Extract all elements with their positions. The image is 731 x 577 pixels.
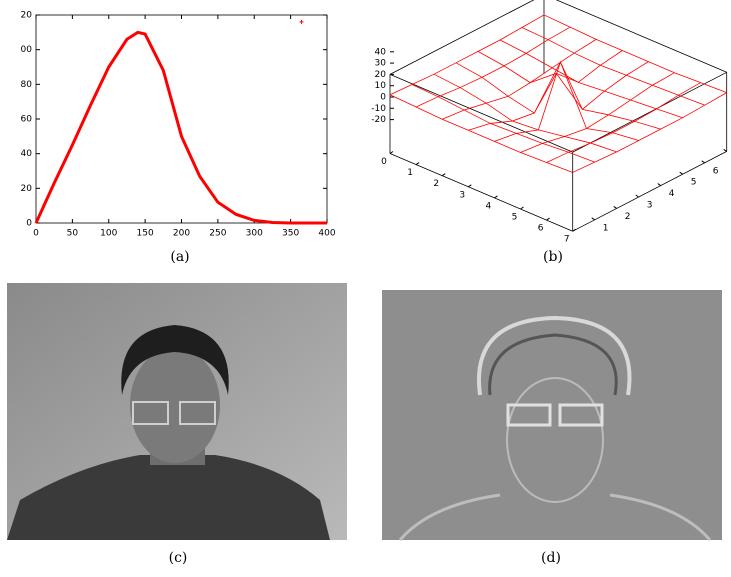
x-tick-label: 0 [33, 229, 39, 239]
caption: (a) [170, 249, 189, 265]
x-tick-label: 400 [318, 229, 335, 239]
x-tick [442, 174, 445, 176]
surface-line [494, 62, 648, 142]
x-tick [521, 207, 524, 209]
y-tick-label: 2 [625, 212, 631, 222]
y-tick-label: 20 [21, 184, 33, 194]
surface-line [390, 15, 544, 95]
x-tick [468, 185, 471, 187]
y-tick [614, 206, 617, 208]
y-tick-label: 4 [669, 189, 675, 199]
y-tick [702, 161, 705, 163]
data-point [300, 20, 304, 24]
y-tick [636, 195, 639, 197]
box-edge [390, 0, 544, 74]
box-edge [544, 0, 727, 72]
z-tick-label: -20 [371, 115, 386, 125]
z-tick-label: 10 [375, 81, 387, 91]
caption: (b) [543, 249, 563, 265]
y-tick [680, 172, 683, 174]
x-tick-label: 7 [564, 235, 570, 245]
z-tick-label: 40 [375, 47, 387, 57]
y-tick-label: 40 [21, 149, 33, 159]
y-tick-label: 20 [21, 11, 33, 21]
x-tick [547, 218, 550, 220]
box-edge [573, 151, 727, 231]
figure: (a) (b) (c) (d) 020406080002005010015020… [0, 0, 731, 573]
plot-frame [36, 15, 327, 223]
y-tick [724, 149, 727, 151]
x-tick-label: 0 [381, 157, 387, 167]
x-tick-label: 6 [538, 224, 544, 234]
x-tick-label: 5 [512, 213, 518, 223]
x-tick-label: 50 [67, 229, 79, 239]
y-tick-label: 1 [603, 223, 609, 233]
y-tick [592, 218, 595, 220]
z-tick-label: 20 [375, 70, 387, 80]
z-tick-label: -10 [371, 104, 386, 114]
surface-line [500, 40, 683, 118]
z-tick-label: 0 [380, 93, 386, 103]
surface-line [544, 15, 727, 93]
page: (a) (b) (c) (d) 020406080002005010015020… [0, 0, 731, 577]
y-tick-label: 00 [21, 45, 33, 55]
x-tick-label: 200 [173, 229, 190, 239]
x-tick [390, 152, 393, 154]
caption: (d) [541, 550, 561, 566]
photo-d [382, 290, 722, 540]
surface-line [468, 51, 622, 131]
z-tick-label: 30 [375, 59, 387, 69]
x-tick-label: 4 [486, 201, 492, 211]
x-tick-label: 2 [433, 179, 439, 189]
photo-c [7, 283, 347, 540]
x-tick [416, 163, 419, 165]
x-tick-label: 100 [100, 229, 117, 239]
y-tick-label: 5 [691, 178, 697, 188]
y-tick [658, 184, 661, 186]
x-tick-label: 1 [407, 168, 413, 178]
y-tick-label: 60 [21, 115, 33, 125]
y-tick-label: 3 [647, 201, 653, 211]
x-tick-label: 250 [209, 229, 226, 239]
surface-line [478, 51, 661, 129]
x-tick-label: 350 [282, 229, 299, 239]
caption: (c) [169, 550, 188, 566]
x-tick-label: 300 [246, 229, 263, 239]
data-line [36, 32, 327, 223]
y-tick-label: 0 [26, 219, 32, 229]
x-tick-label: 3 [459, 190, 465, 200]
box-edge [390, 154, 573, 232]
x-tick [494, 196, 497, 198]
y-tick-label: 6 [713, 166, 719, 176]
y-tick-label: 80 [21, 80, 33, 90]
x-tick-label: 150 [137, 229, 154, 239]
box-edge [390, 74, 573, 152]
